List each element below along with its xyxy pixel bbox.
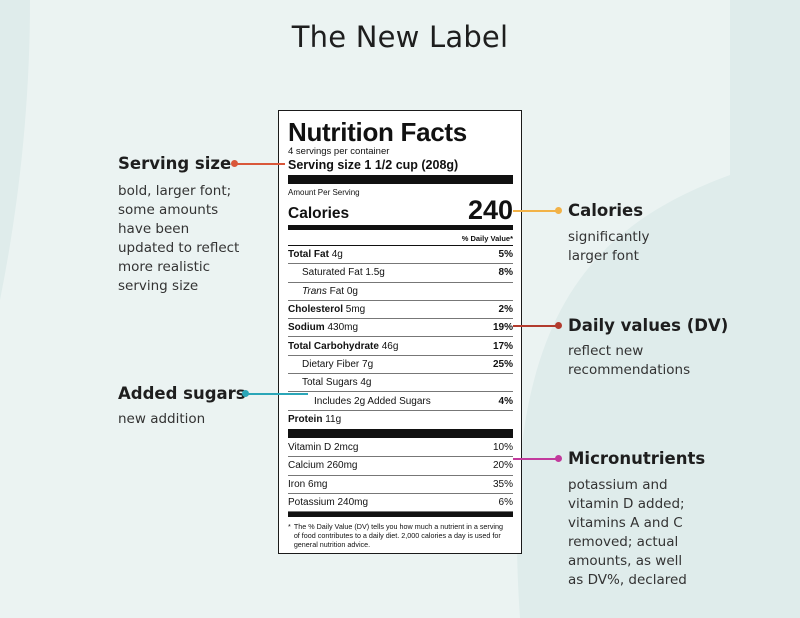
footnote: * The % Daily Value (DV) tells you how m…: [288, 522, 513, 549]
nutrient-amount: Fat 0g: [326, 285, 358, 297]
annotation-micronutrients-body: potassium and vitamin D added; vitamins …: [568, 477, 687, 588]
nutrient-row-cholesterol: Cholesterol 5mg 2%: [288, 301, 513, 320]
calories-value: 240: [467, 195, 513, 225]
daily-values-dot: [555, 322, 562, 329]
nutrient-name: Dietary Fiber 7g: [302, 358, 374, 370]
nutrient-name: Saturated Fat 1.5g: [302, 267, 385, 279]
calories-row: Calories 240: [288, 195, 513, 225]
servings-per-container: 4 servings per container: [288, 146, 390, 157]
nutrient-name: Sodium: [288, 322, 325, 334]
daily-values-connector: [513, 325, 557, 327]
calories-dot: [555, 207, 562, 214]
nutrient-row-total-sugars: Total Sugars 4g: [288, 374, 513, 393]
calories-connector: [513, 210, 557, 212]
annotation-added-sugars-body: new addition: [118, 411, 206, 427]
nutrient-name: Total Fat: [288, 249, 329, 261]
micronutrients-connector: [513, 458, 557, 460]
nutrient-name: Includes 2g Added Sugars: [314, 395, 431, 407]
nutrient-dv: 19%: [492, 322, 513, 334]
page-title: The New Label: [291, 20, 509, 54]
footnote-text: The % Daily Value (DV) tells you how muc…: [293, 522, 504, 550]
nutrient-name: Protein: [288, 414, 323, 426]
medium-divider: [288, 225, 513, 230]
micronutrients-dot: [555, 455, 562, 462]
footnote-star: *: [288, 522, 291, 532]
annotation-serving-size-body: bold, larger font; some amounts have bee…: [118, 183, 240, 294]
micronutrient-dv: 35%: [492, 478, 513, 490]
nutrient-row-dietary-fiber: Dietary Fiber 7g 25%: [288, 356, 513, 375]
nutrient-amount: 46g: [378, 340, 399, 352]
micronutrient-name: Vitamin D 2mcg: [288, 442, 359, 454]
nutrient-row-saturated-fat: Saturated Fat 1.5g 8%: [288, 264, 513, 283]
medium-divider: [288, 512, 513, 518]
label-heading: Nutrition Facts: [288, 117, 467, 147]
thin-divider: [288, 245, 513, 246]
nutrient-name: Total Sugars 4g: [302, 377, 372, 389]
nutrient-amount: 430mg: [324, 322, 359, 334]
nutrient-dv: 25%: [492, 358, 513, 370]
micronutrient-dv: 10%: [492, 442, 513, 454]
nutrient-name: Cholesterol: [288, 304, 344, 316]
annotation-daily-values-body: reflect new recommendations: [568, 343, 691, 378]
nutrient-row-total-fat: Total Fat 4g 5%: [288, 246, 513, 265]
micronutrient-row-vitamin-d: Vitamin D 2mcg 10%: [288, 439, 513, 458]
micronutrient-dv: 20%: [492, 460, 513, 472]
nutrient-dv: 5%: [498, 249, 513, 261]
thick-divider: [288, 428, 513, 438]
annotation-calories-body: significantly larger font: [568, 229, 650, 264]
annotation-daily-values-heading: Daily values (DV): [568, 316, 729, 335]
amount-per-serving: Amount Per Serving: [288, 188, 360, 197]
nutrient-dv: 2%: [498, 304, 513, 316]
annotation-calories-heading: Calories: [568, 201, 644, 220]
serving-size: Serving size 1 1/2 cup (208g): [288, 158, 459, 172]
nutrient-amount: 5mg: [343, 304, 366, 316]
nutrient-name: Trans: [302, 285, 327, 297]
daily-value-header: % Daily Value*: [461, 234, 513, 243]
serving-size-connector: [237, 163, 285, 165]
calories-label: Calories: [288, 205, 350, 222]
annotation-added-sugars-heading: Added sugars: [118, 384, 246, 403]
micronutrient-dv: 6%: [498, 497, 513, 508]
annotation-micronutrients-heading: Micronutrients: [568, 449, 706, 468]
micronutrient-row-iron: Iron 6mg 35%: [288, 476, 513, 494]
nutrient-dv: 8%: [498, 267, 513, 279]
micronutrient-name: Potassium 240mg: [288, 497, 369, 508]
serving-size-dot: [231, 160, 238, 167]
nutrition-facts-label: Nutrition Facts 4 servings per container…: [278, 110, 522, 554]
nutrient-row-added-sugars: Includes 2g Added Sugars 4%: [288, 392, 513, 411]
nutrient-amount: 11g: [322, 414, 342, 426]
nutrient-dv: 17%: [492, 340, 513, 352]
micronutrient-row-calcium: Calcium 260mg 20%: [288, 457, 513, 476]
annotation-serving-size-heading: Serving size: [118, 154, 232, 173]
nutrient-row-sodium: Sodium 430mg 19%: [288, 319, 513, 338]
micronutrient-row-potassium: Potassium 240mg 6%: [288, 494, 513, 513]
micronutrient-name: Iron 6mg: [288, 478, 328, 490]
thick-divider: [288, 175, 513, 184]
nutrient-amount: 4g: [328, 249, 343, 261]
micronutrient-name: Calcium 260mg: [288, 460, 358, 472]
nutrient-row-total-carbohydrate: Total Carbohydrate 46g 17%: [288, 337, 513, 356]
added-sugars-connector: [248, 393, 308, 395]
nutrient-name: Total Carbohydrate: [288, 340, 379, 352]
nutrient-row-protein: Protein 11g: [288, 411, 513, 429]
nutrient-dv: 4%: [498, 395, 513, 407]
nutrient-row-trans-fat: Trans Fat 0g: [288, 283, 513, 301]
added-sugars-dot: [242, 390, 249, 397]
